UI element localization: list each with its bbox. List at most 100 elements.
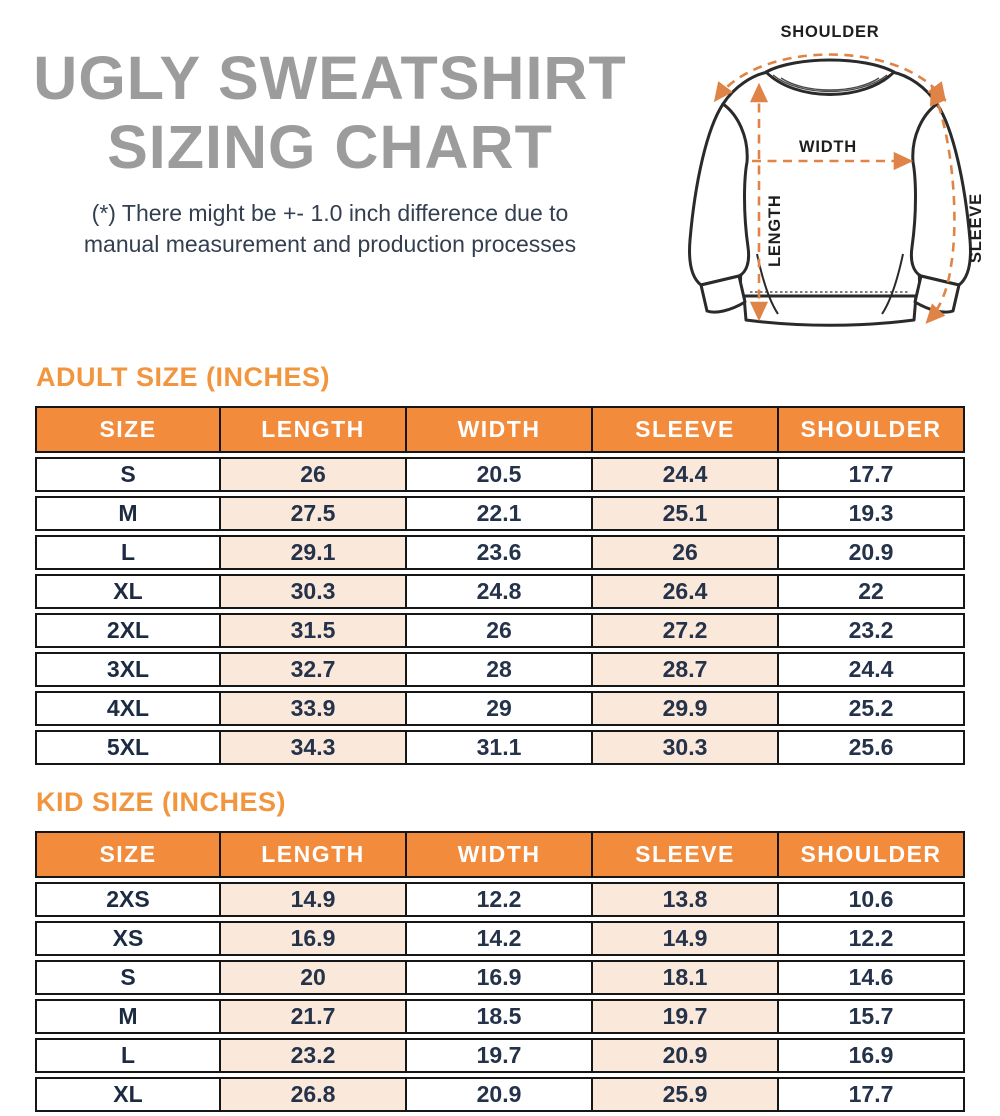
- cell-sleeve: 29.9: [593, 691, 779, 726]
- cell-size: M: [35, 496, 221, 531]
- sizing-chart-page: UGLY SWEATSHIRT SIZING CHART (*) There m…: [0, 14, 1000, 1112]
- table-row: L 29.1 23.6 26 20.9: [35, 535, 965, 570]
- table-row: 5XL 34.3 31.1 30.3 25.6: [35, 730, 965, 765]
- sweatshirt-body-outline: [721, 70, 939, 300]
- cell-shoulder: 24.4: [779, 652, 965, 687]
- table-row: 4XL 33.9 29 29.9 25.2: [35, 691, 965, 726]
- header-section: UGLY SWEATSHIRT SIZING CHART (*) There m…: [0, 14, 1000, 348]
- cell-width: 20.9: [407, 1077, 593, 1112]
- cell-width: 19.7: [407, 1038, 593, 1073]
- table-row: XS 16.9 14.2 14.9 12.2: [35, 921, 965, 956]
- disclaimer-line1: (*) There might be +- 1.0 inch differenc…: [91, 199, 569, 226]
- sweatshirt-left-cuff: [699, 274, 747, 314]
- table-row: S 20 16.9 18.1 14.6: [35, 960, 965, 995]
- cell-size: L: [35, 535, 221, 570]
- cell-width: 16.9: [407, 960, 593, 995]
- cell-shoulder: 25.6: [779, 730, 965, 765]
- sweatshirt-measurement-illustration: SHOULDER WIDTH LENGTH SLEEVE: [688, 23, 985, 327]
- cell-size: 3XL: [35, 652, 221, 687]
- cell-width: 20.5: [407, 457, 593, 492]
- cell-width: 22.1: [407, 496, 593, 531]
- sleeve-label: SLEEVE: [967, 193, 985, 263]
- right-sleeve-fold-line: [881, 253, 904, 315]
- cell-size: S: [35, 960, 221, 995]
- cell-sleeve: 25.9: [593, 1077, 779, 1112]
- sweatshirt-right-sleeve: [909, 102, 972, 287]
- cell-width: 18.5: [407, 999, 593, 1034]
- cell-width: 23.6: [407, 535, 593, 570]
- adult-header-row: SIZE LENGTH WIDTH SLEEVE SHOULDER: [35, 406, 965, 453]
- cell-shoulder: 17.7: [779, 457, 965, 492]
- cell-sleeve: 13.8: [593, 882, 779, 917]
- kid-section-heading: KID SIZE (INCHES): [36, 787, 287, 817]
- cell-length: 16.9: [221, 921, 407, 956]
- cell-length: 30.3: [221, 574, 407, 609]
- cell-sleeve: 20.9: [593, 1038, 779, 1073]
- cell-shoulder: 23.2: [779, 613, 965, 648]
- cell-width: 26: [407, 613, 593, 648]
- cell-length: 26.8: [221, 1077, 407, 1112]
- kid-col-header-length: LENGTH: [221, 831, 407, 878]
- table-row: M 27.5 22.1 25.1 19.3: [35, 496, 965, 531]
- table-row: XL 30.3 24.8 26.4 22: [35, 574, 965, 609]
- cell-shoulder: 22: [779, 574, 965, 609]
- cell-size: XL: [35, 574, 221, 609]
- table-row: M 21.7 18.5 19.7 15.7: [35, 999, 965, 1034]
- page-title-line2: SIZING CHART: [107, 112, 553, 181]
- cell-size: 5XL: [35, 730, 221, 765]
- cell-length: 14.9: [221, 882, 407, 917]
- table-row: S 26 20.5 24.4 17.7: [35, 457, 965, 492]
- title-block: UGLY SWEATSHIRT SIZING CHART (*) There m…: [0, 14, 660, 260]
- cell-size: 4XL: [35, 691, 221, 726]
- cell-size: XL: [35, 1077, 221, 1112]
- cell-sleeve: 19.7: [593, 999, 779, 1034]
- table-row: L 23.2 19.7 20.9 16.9: [35, 1038, 965, 1073]
- cell-shoulder: 25.2: [779, 691, 965, 726]
- cell-size: S: [35, 457, 221, 492]
- cell-shoulder: 19.3: [779, 496, 965, 531]
- cell-size: 2XL: [35, 613, 221, 648]
- cell-size: XS: [35, 921, 221, 956]
- cell-length: 20: [221, 960, 407, 995]
- length-label: LENGTH: [766, 194, 784, 267]
- cell-length: 33.9: [221, 691, 407, 726]
- cell-width: 24.8: [407, 574, 593, 609]
- cell-sleeve: 24.4: [593, 457, 779, 492]
- cell-shoulder: 16.9: [779, 1038, 965, 1073]
- kid-header-row: SIZE LENGTH WIDTH SLEEVE SHOULDER: [35, 831, 965, 878]
- cell-sleeve: 27.2: [593, 613, 779, 648]
- cell-size: L: [35, 1038, 221, 1073]
- table-row: 2XL 31.5 26 27.2 23.2: [35, 613, 965, 648]
- page-title-line1: UGLY SWEATSHIRT: [33, 44, 627, 112]
- cell-length: 26: [221, 457, 407, 492]
- page-title: UGLY SWEATSHIRT SIZING CHART: [0, 44, 660, 182]
- cell-sleeve: 25.1: [593, 496, 779, 531]
- cell-width: 28: [407, 652, 593, 687]
- cell-shoulder: 17.7: [779, 1077, 965, 1112]
- cell-shoulder: 20.9: [779, 535, 965, 570]
- adult-col-header-size: SIZE: [35, 406, 221, 453]
- cell-sleeve: 28.7: [593, 652, 779, 687]
- cell-shoulder: 14.6: [779, 960, 965, 995]
- cell-length: 31.5: [221, 613, 407, 648]
- cell-width: 31.1: [407, 730, 593, 765]
- cell-width: 12.2: [407, 882, 593, 917]
- sweatshirt-left-sleeve: [688, 102, 751, 287]
- disclaimer-line2: manual measurement and production proces…: [83, 230, 577, 257]
- kid-col-header-size: SIZE: [35, 831, 221, 878]
- shoulder-measure-arrow: [713, 53, 947, 103]
- cell-shoulder: 12.2: [779, 921, 965, 956]
- cell-sleeve: 14.9: [593, 921, 779, 956]
- adult-col-header-sleeve: SLEEVE: [593, 406, 779, 453]
- cell-size: M: [35, 999, 221, 1034]
- cell-shoulder: 15.7: [779, 999, 965, 1034]
- cell-length: 21.7: [221, 999, 407, 1034]
- cell-sleeve: 26: [593, 535, 779, 570]
- kid-size-table: SIZE LENGTH WIDTH SLEEVE SHOULDER 2XS 14…: [35, 827, 965, 1116]
- cell-sleeve: 26.4: [593, 574, 779, 609]
- sweatshirt-diagram: SHOULDER WIDTH LENGTH SLEEVE: [660, 14, 1000, 348]
- width-label: WIDTH: [799, 138, 857, 156]
- kid-col-header-sleeve: SLEEVE: [593, 831, 779, 878]
- cell-width: 29: [407, 691, 593, 726]
- cell-length: 29.1: [221, 535, 407, 570]
